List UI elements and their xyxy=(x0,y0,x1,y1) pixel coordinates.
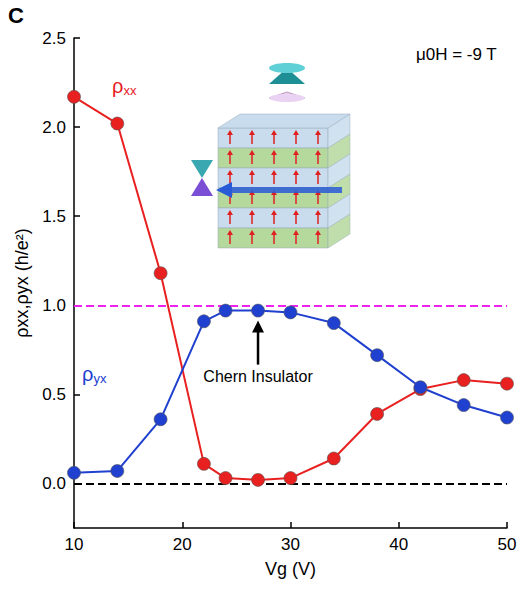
svg-text:0.0: 0.0 xyxy=(42,474,66,493)
svg-text:xx: xx xyxy=(123,83,137,98)
svg-text:ρ: ρ xyxy=(112,75,123,97)
svg-text:ρxx,ρyx (h/e²): ρxx,ρyx (h/e²) xyxy=(12,228,32,338)
svg-text:2.0: 2.0 xyxy=(42,118,66,137)
svg-text:1.0: 1.0 xyxy=(42,296,66,315)
svg-text:1.5: 1.5 xyxy=(42,207,66,226)
svg-text:0.5: 0.5 xyxy=(42,385,66,404)
svg-text:10: 10 xyxy=(65,535,84,554)
svg-text:ρ: ρ xyxy=(82,363,93,385)
svg-text:2.5: 2.5 xyxy=(42,29,66,48)
svg-text:μ0H = -9 T: μ0H = -9 T xyxy=(416,45,497,64)
svg-text:30: 30 xyxy=(281,535,300,554)
svg-text:20: 20 xyxy=(173,535,192,554)
svg-text:C: C xyxy=(8,3,24,28)
svg-text:Vg (V): Vg (V) xyxy=(265,559,316,579)
svg-text:50: 50 xyxy=(498,535,517,554)
svg-text:Chern Insulator: Chern Insulator xyxy=(203,368,313,385)
svg-text:yx: yx xyxy=(93,371,107,386)
svg-text:40: 40 xyxy=(389,535,408,554)
